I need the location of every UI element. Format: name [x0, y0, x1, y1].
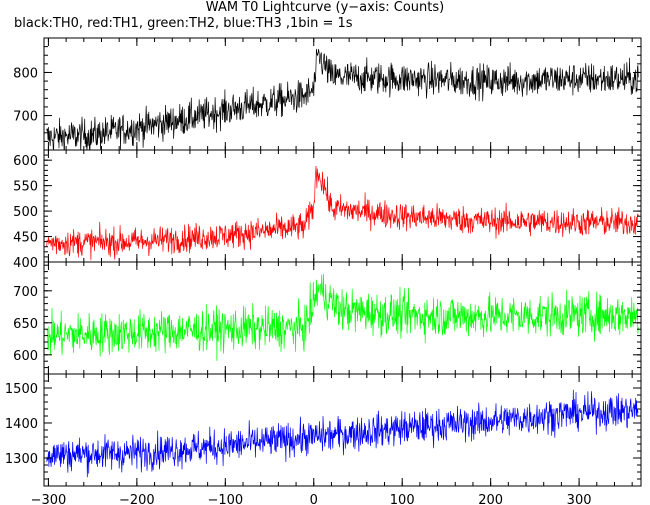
- y-tick-label-th3: 1300: [5, 452, 38, 467]
- y-tick-label-th1: 400: [13, 256, 38, 271]
- x-tick-label: 200: [478, 493, 503, 505]
- x-tick-label: −200: [119, 493, 155, 505]
- y-tick-label-th3: 1400: [5, 417, 38, 432]
- y-tick-label-th2: 600: [13, 349, 38, 364]
- y-tick-label-th3: 1500: [5, 382, 38, 397]
- y-tick-label-th0: 800: [13, 66, 38, 81]
- x-tick-label: −300: [31, 493, 67, 505]
- series-line-th1: [46, 165, 639, 261]
- y-tick-label-th1: 450: [13, 231, 38, 246]
- y-tick-label-th1: 500: [13, 205, 38, 220]
- chart-title: WAM T0 Lightcurve (y−axis: Counts): [205, 0, 445, 15]
- series-line-th3: [46, 389, 639, 478]
- y-tick-label-th2: 650: [13, 317, 38, 332]
- y-tick-label-th1: 600: [13, 154, 38, 169]
- x-tick-label: −100: [207, 493, 243, 505]
- x-tick-label: 100: [390, 493, 415, 505]
- series-line-th0: [46, 48, 639, 150]
- y-tick-label-th2: 700: [13, 285, 38, 300]
- y-tick-label-th0: 700: [13, 110, 38, 125]
- x-tick-label: 0: [310, 493, 318, 505]
- series-line-th2: [46, 273, 639, 361]
- y-tick-label-th1: 550: [13, 180, 38, 195]
- chart-subtitle: black:TH0, red:TH1, green:TH2, blue:TH3 …: [14, 16, 353, 31]
- x-tick-label: 300: [567, 493, 592, 505]
